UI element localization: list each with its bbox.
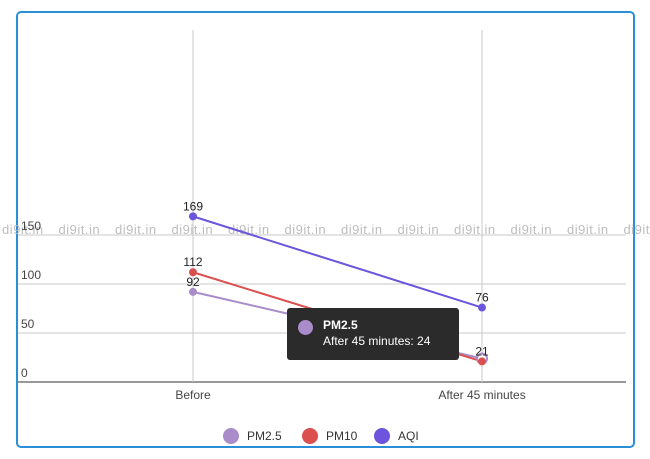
watermark-text: di9it.in <box>285 222 327 237</box>
watermark-text: di9it.in <box>624 222 650 237</box>
watermark-layer: di9it.in di9it.in di9it.in di9it.in di9it.in… <box>2 222 650 237</box>
data-labels-layer: 92 112 21 169 76 <box>183 199 489 358</box>
y-tick-label: 0 <box>21 366 28 380</box>
watermark-text: di9it.in <box>172 222 214 237</box>
x-tick-label: After 45 minutes <box>438 388 525 402</box>
data-label: 21 <box>475 344 489 358</box>
tooltip-series-dot <box>298 320 313 335</box>
legend-swatch[interactable] <box>302 428 318 444</box>
y-tick-label: 100 <box>21 268 41 282</box>
tooltip: PM2.5 After 45 minutes: 24 <box>287 308 459 360</box>
legend-label[interactable]: PM2.5 <box>247 429 282 443</box>
data-point[interactable] <box>189 212 197 221</box>
data-point[interactable] <box>478 303 486 312</box>
x-tick-label: Before <box>175 388 211 402</box>
data-label: 76 <box>475 291 489 305</box>
watermark-text: di9it.in <box>2 222 44 237</box>
legend-label[interactable]: AQI <box>398 429 419 443</box>
points-layer <box>189 212 488 366</box>
watermark-text: di9it.in <box>511 222 553 237</box>
watermark-text: di9it.in <box>341 222 383 237</box>
data-label: 92 <box>186 275 200 289</box>
y-tick-label: 150 <box>21 219 41 233</box>
watermark-text: di9it.in <box>59 222 101 237</box>
watermark-text: di9it.in <box>398 222 440 237</box>
data-label: 112 <box>183 255 202 269</box>
x-axis-ticks: Before After 45 minutes <box>175 388 525 402</box>
y-tick-label: 50 <box>21 317 35 331</box>
watermark-text: di9it.in <box>567 222 609 237</box>
watermark-text: di9it.in <box>115 222 157 237</box>
series-line-aqi[interactable] <box>192 215 483 309</box>
watermark-text: di9it.in <box>228 222 270 237</box>
data-point[interactable] <box>478 357 486 366</box>
legend-label[interactable]: PM10 <box>326 429 358 443</box>
legend-swatch[interactable] <box>223 428 239 444</box>
data-point[interactable] <box>189 287 197 296</box>
chart-frame <box>16 11 635 448</box>
watermark-text: di9it.in <box>454 222 496 237</box>
tooltip-title: PM2.5 <box>323 318 358 332</box>
data-point[interactable] <box>189 268 197 277</box>
legend-swatch[interactable] <box>374 428 390 444</box>
data-label: 169 <box>183 199 203 213</box>
legend: PM2.5 PM10 AQI <box>223 428 419 444</box>
tooltip-text: After 45 minutes: 24 <box>323 334 431 348</box>
